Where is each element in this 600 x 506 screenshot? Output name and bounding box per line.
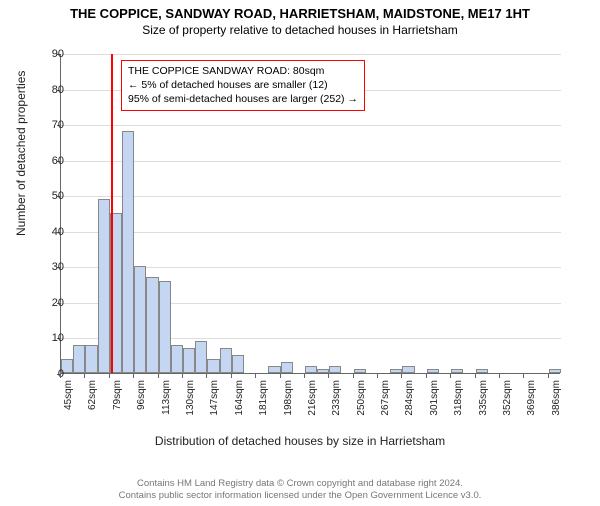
xtick-mark [255,374,256,378]
xtick-label: 130sqm [185,380,196,416]
xtick-label: 284sqm [404,380,415,416]
xtick-label: 386sqm [551,380,562,416]
xtick-mark [280,374,281,378]
xtick-label: 79sqm [112,380,123,410]
y-axis-label: Number of detached properties [14,71,28,236]
xtick-label: 267sqm [380,380,391,416]
xtick-label: 233sqm [331,380,342,416]
xtick-label: 45sqm [63,380,74,410]
legend-line-1: THE COPPICE SANDWAY ROAD: 80sqm [128,65,358,79]
ytick-label: 60 [34,155,64,167]
xtick-mark [109,374,110,378]
xtick-mark [450,374,451,378]
reference-line [111,54,113,373]
histogram-bar [305,366,317,373]
histogram-bar [134,266,146,373]
xtick-mark [158,374,159,378]
chart-area: THE COPPICE SANDWAY ROAD: 80sqm ← 5% of … [60,54,570,414]
histogram-bar [427,369,439,373]
page-title: THE COPPICE, SANDWAY ROAD, HARRIETSHAM, … [0,6,600,21]
histogram-bar [122,131,134,373]
xtick-label: 147sqm [209,380,220,416]
histogram-bar [195,341,207,373]
plot-area: THE COPPICE SANDWAY ROAD: 80sqm ← 5% of … [60,54,560,374]
xtick-mark [304,374,305,378]
histogram-bar [98,199,110,373]
legend-box: THE COPPICE SANDWAY ROAD: 80sqm ← 5% of … [121,60,365,111]
xtick-mark [133,374,134,378]
histogram-bar [390,369,402,373]
xtick-label: 164sqm [234,380,245,416]
xtick-mark [353,374,354,378]
ytick-label: 80 [34,84,64,96]
ytick-label: 10 [34,332,64,344]
histogram-bar [207,359,219,373]
xtick-mark [60,374,61,378]
xtick-mark [523,374,524,378]
xtick-label: 62sqm [87,380,98,410]
xtick-mark [401,374,402,378]
xtick-label: 301sqm [429,380,440,416]
histogram-bar [268,366,280,373]
histogram-bar [549,369,561,373]
histogram-bar [85,345,97,373]
histogram-bar [476,369,488,373]
ytick-label: 40 [34,226,64,238]
histogram-bar [329,366,341,373]
legend-line-2: ← 5% of detached houses are smaller (12) [128,79,358,93]
page-subtitle: Size of property relative to detached ho… [0,23,600,37]
histogram-bar [402,366,414,373]
ytick-label: 50 [34,190,64,202]
xtick-mark [499,374,500,378]
xtick-label: 216sqm [307,380,318,416]
xtick-label: 198sqm [283,380,294,416]
histogram-bar [73,345,85,373]
histogram-bar [183,348,195,373]
histogram-bar [220,348,232,373]
xtick-mark [377,374,378,378]
xtick-mark [206,374,207,378]
legend-line-3: 95% of semi-detached houses are larger (… [128,93,358,107]
x-axis-label: Distribution of detached houses by size … [0,434,600,448]
xtick-mark [328,374,329,378]
histogram-bar [317,369,329,373]
ytick-label: 20 [34,297,64,309]
xtick-mark [475,374,476,378]
histogram-bar [232,355,244,373]
footnote: Contains HM Land Registry data © Crown c… [0,478,600,502]
histogram-bar [171,345,183,373]
xtick-label: 352sqm [502,380,513,416]
xtick-mark [231,374,232,378]
histogram-bar [159,281,171,373]
xtick-label: 96sqm [136,380,147,410]
xtick-mark [182,374,183,378]
histogram-bar [281,362,293,373]
xtick-mark [426,374,427,378]
xtick-label: 113sqm [161,380,172,415]
xtick-label: 369sqm [526,380,537,416]
histogram-bar [146,277,158,373]
xtick-mark [548,374,549,378]
ytick-label: 30 [34,261,64,273]
xtick-label: 335sqm [478,380,489,416]
xtick-label: 318sqm [453,380,464,416]
xtick-label: 250sqm [356,380,367,416]
xtick-label: 181sqm [258,380,269,416]
histogram-bar [451,369,463,373]
histogram-bar [354,369,366,373]
ytick-label: 70 [34,119,64,131]
ytick-label: 90 [34,48,64,60]
footnote-line-2: Contains public sector information licen… [0,490,600,502]
footnote-line-1: Contains HM Land Registry data © Crown c… [0,478,600,490]
xtick-mark [84,374,85,378]
